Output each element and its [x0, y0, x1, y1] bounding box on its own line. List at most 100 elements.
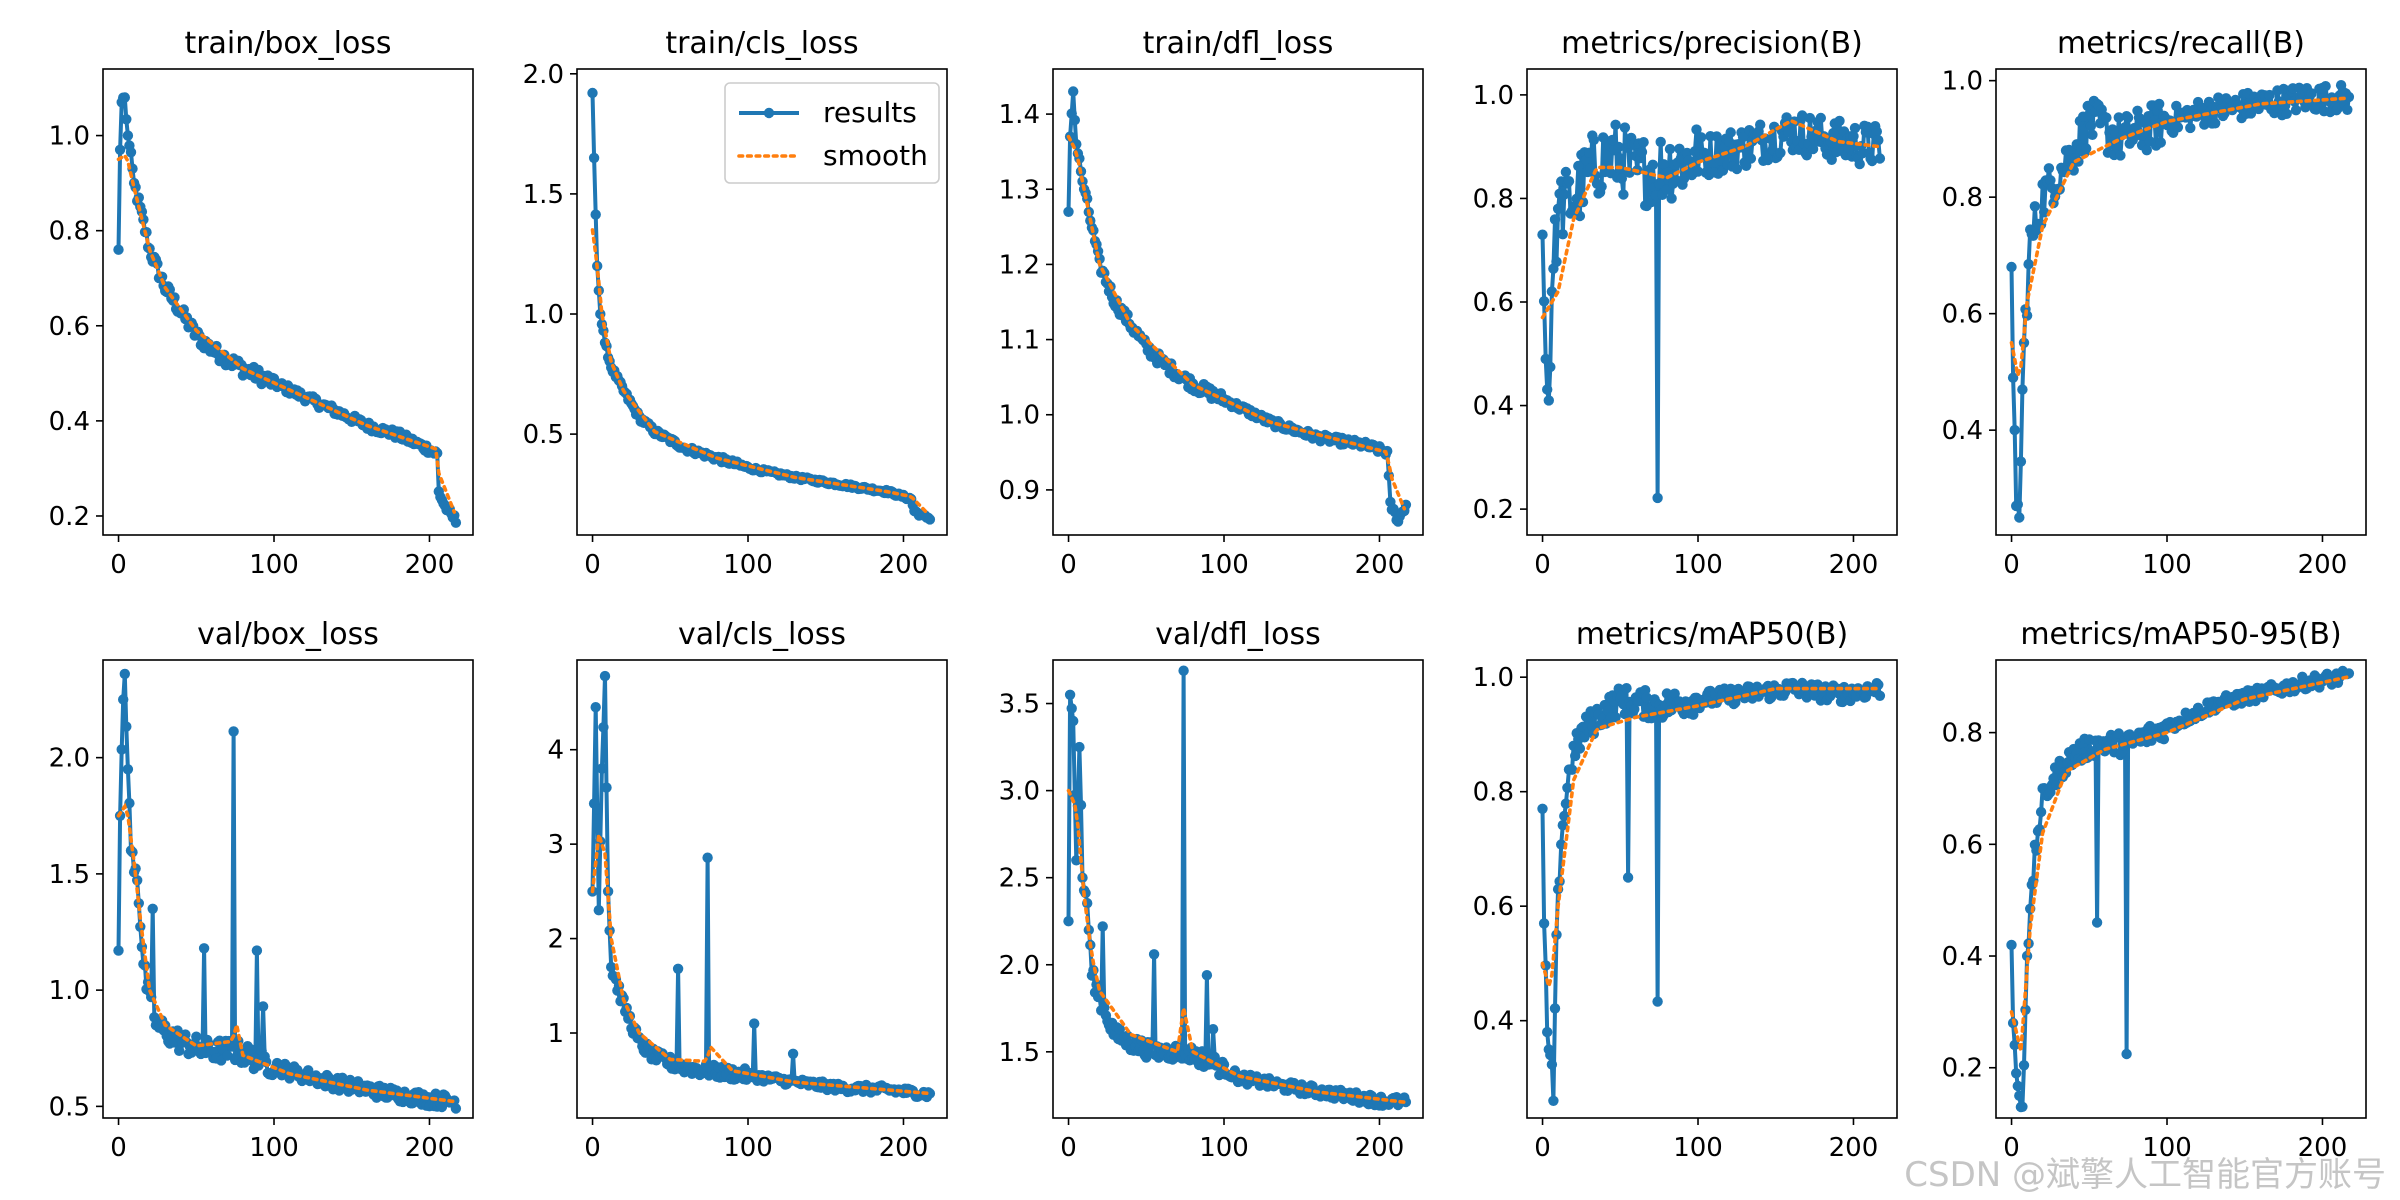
y-tick-label: 2 — [547, 925, 564, 955]
results-marker — [2012, 1080, 2024, 1092]
results-marker — [450, 517, 462, 528]
results-marker — [1207, 1023, 1219, 1035]
y-tick-label: 1.0 — [999, 401, 1040, 431]
results-marker — [1063, 206, 1074, 217]
results-marker — [174, 1045, 185, 1057]
results-marker — [2290, 105, 2302, 116]
results-marker — [119, 668, 130, 680]
y-tick-label: 1.4 — [999, 100, 1040, 130]
results-marker — [121, 721, 132, 732]
axes-frame — [576, 659, 948, 1119]
legend-box — [724, 82, 940, 184]
results-marker — [1542, 384, 1553, 395]
results-marker — [1755, 119, 1766, 130]
results-marker — [1655, 136, 1666, 148]
smooth-line — [2009, 675, 2350, 1052]
results-marker — [2158, 734, 2170, 745]
results-marker — [2264, 89, 2275, 101]
plot-area — [1063, 665, 1412, 1111]
x-tick-label: 0 — [584, 550, 601, 580]
results-marker — [1543, 395, 1555, 406]
plot-area — [1063, 86, 1412, 527]
subplot-title: metrics/mAP50-95(B) — [2020, 617, 2341, 652]
x-tick-label: 0 — [110, 550, 127, 580]
results-marker — [1826, 154, 1837, 165]
x-tick-label: 200 — [405, 1133, 455, 1163]
results-marker — [1563, 176, 1575, 187]
plot-area — [2006, 80, 2355, 523]
x-tick-label: 100 — [723, 550, 773, 580]
results-marker — [118, 694, 129, 705]
results-marker — [1549, 1003, 1561, 1014]
results-marker — [113, 945, 124, 956]
subplot-title: train/dfl_loss — [1143, 26, 1334, 61]
results-marker — [113, 244, 124, 255]
results-marker — [1610, 119, 1621, 130]
subplot-title: train/box_loss — [184, 26, 391, 61]
y-tick-label: 1.0 — [1473, 663, 1514, 693]
results-marker — [2141, 145, 2152, 156]
results-marker — [1711, 131, 1722, 142]
results-marker — [1871, 126, 1883, 137]
y-tick-label: 1.0 — [523, 300, 564, 330]
x-tick-label: 200 — [1355, 550, 1405, 580]
axes-frame — [1995, 68, 2367, 536]
results-marker — [245, 1044, 256, 1055]
results-marker — [2015, 456, 2027, 467]
results-marker — [1560, 166, 1572, 178]
smooth-line — [116, 152, 457, 514]
y-tick-label: 0.2 — [1942, 1054, 1983, 1084]
results-marker — [2172, 122, 2184, 133]
y-tick-label: 1.2 — [999, 250, 1040, 280]
results-marker — [1848, 131, 1859, 142]
x-tick-label: 100 — [1673, 550, 1723, 580]
y-tick-label: 3.5 — [999, 690, 1040, 720]
results-marker — [1400, 1096, 1412, 1108]
results-marker — [1573, 160, 1584, 172]
x-tick-label: 0 — [2003, 1133, 2020, 1163]
results-marker — [253, 1060, 264, 1071]
results-marker — [1066, 703, 1077, 714]
x-tick-label: 0 — [2003, 550, 2020, 580]
smooth-line — [1540, 686, 1881, 994]
results-marker — [787, 1048, 799, 1060]
results-marker — [1538, 296, 1550, 307]
results-marker — [1695, 132, 1707, 143]
results-marker — [2154, 98, 2165, 110]
results-marker — [1653, 178, 1665, 189]
results-marker — [1664, 143, 1676, 155]
y-tick-label: 0.6 — [1473, 288, 1514, 318]
axes-frame — [576, 68, 948, 536]
results-marker — [1546, 1059, 1558, 1070]
results-marker — [228, 726, 239, 737]
results-marker — [1114, 1023, 1126, 1035]
results-marker — [1745, 153, 1757, 164]
results-marker — [1873, 135, 1884, 146]
subplot-9: metrics/mAP50-95(B) 0 100 200 0.2 0.4 0.6 0.8 — [1942, 617, 2367, 1163]
results-marker — [1683, 155, 1694, 166]
x-tick-label: 200 — [1829, 1133, 1879, 1163]
results-marker — [251, 945, 263, 956]
results-marker — [1596, 181, 1607, 192]
results-marker — [1849, 122, 1861, 134]
results-marker — [590, 702, 601, 713]
y-tick-label: 4 — [547, 736, 564, 766]
results-marker — [1537, 803, 1548, 814]
results-marker — [2007, 372, 2019, 383]
results-marker — [2320, 81, 2331, 92]
results-line — [2009, 669, 2350, 1109]
y-tick-label: 0.2 — [49, 502, 90, 532]
y-tick-label: 0.2 — [1473, 495, 1514, 525]
y-tick-label: 0.6 — [1942, 300, 1983, 330]
results-marker — [1607, 134, 1618, 146]
results-marker — [147, 903, 158, 914]
results-marker — [1804, 112, 1816, 124]
results-marker — [1725, 127, 1736, 138]
results-marker — [1801, 150, 1813, 161]
results-line — [1540, 681, 1882, 1103]
results-marker — [1616, 173, 1628, 184]
results-marker — [1652, 492, 1663, 504]
y-tick-label: 1.3 — [999, 175, 1040, 205]
results-marker — [590, 209, 601, 220]
results-marker — [1585, 163, 1596, 174]
